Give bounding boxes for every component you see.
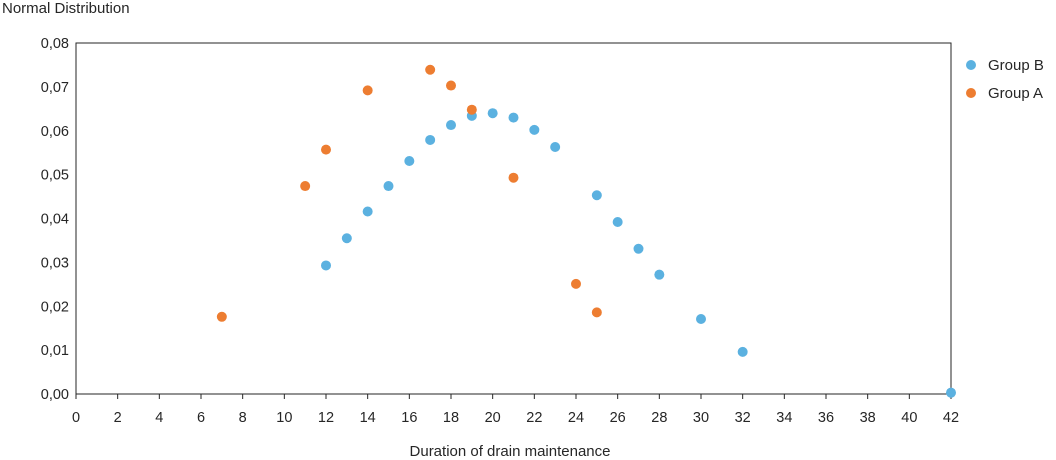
y-tick-label: 0,05	[41, 168, 69, 184]
data-point-group-b	[341, 233, 352, 244]
y-tick-label: 0,08	[41, 36, 69, 52]
legend-marker-group-b	[966, 60, 976, 70]
x-tick-label: 24	[568, 410, 584, 426]
data-point-group-a	[591, 307, 602, 318]
data-point-group-b	[425, 134, 436, 145]
data-point-group-b	[550, 141, 561, 152]
data-point-group-a	[362, 85, 373, 96]
data-point-group-b	[633, 243, 644, 254]
x-tick-label: 4	[155, 410, 163, 426]
data-point-group-b	[321, 260, 331, 271]
legend-marker-group-a	[966, 88, 976, 98]
x-tick-label: 6	[197, 410, 205, 426]
x-tick-label: 12	[318, 410, 334, 426]
data-point-group-a	[425, 64, 436, 75]
x-tick-label: 22	[526, 410, 542, 426]
data-point-group-b	[654, 269, 665, 280]
data-point-group-a	[300, 181, 311, 192]
y-tick-label: 0,04	[41, 212, 69, 228]
x-tick-label: 14	[360, 410, 376, 426]
data-point-group-b	[591, 190, 602, 201]
legend-label-group-b: Group B	[988, 56, 1044, 74]
x-tick-label: 20	[485, 410, 501, 426]
x-axis-title: Duration of drain maintenance	[409, 443, 611, 460]
legend-item-group-b: Group B	[966, 51, 1044, 79]
x-tick-label: 30	[693, 410, 709, 426]
data-point-group-b	[446, 120, 456, 131]
data-point-group-b	[612, 217, 623, 228]
plot-area-border	[75, 42, 952, 395]
x-tick-label: 16	[401, 410, 417, 426]
x-tick-label: 18	[443, 410, 459, 426]
x-tick-label: 38	[860, 410, 876, 426]
x-tick-label: 10	[276, 410, 292, 426]
x-tick-label: 2	[114, 410, 122, 426]
data-point-group-b	[404, 156, 415, 167]
data-point-group-b	[362, 206, 373, 217]
y-tick-label: 0,02	[41, 299, 69, 315]
data-point-group-a	[571, 278, 581, 289]
data-point-group-a	[508, 172, 519, 183]
data-point-group-b	[383, 181, 394, 192]
y-tick-label: 0,03	[41, 255, 69, 271]
x-tick-label: 32	[735, 410, 751, 426]
y-tick-label: 0,00	[41, 387, 69, 403]
data-point-group-b	[487, 108, 498, 119]
data-point-group-a	[466, 104, 477, 115]
x-tick-label: 0	[72, 410, 80, 426]
legend-item-group-a: Group A	[966, 79, 1044, 107]
data-point-group-b	[737, 346, 748, 357]
data-point-group-b	[508, 112, 519, 123]
y-tick-label: 0,06	[41, 124, 69, 140]
y-axis-title: Normal Distribution	[2, 0, 130, 17]
data-point-group-a	[321, 144, 331, 155]
data-point-group-a	[446, 80, 456, 91]
x-tick-label: 28	[651, 410, 667, 426]
x-tick-label: 40	[901, 410, 917, 426]
x-tick-label: 42	[943, 410, 959, 426]
data-point-group-b	[696, 313, 706, 324]
x-tick-label: 36	[818, 410, 834, 426]
y-tick-label: 0,01	[41, 343, 69, 359]
x-tick-label: 34	[776, 410, 792, 426]
legend-label-group-a: Group A	[988, 84, 1044, 102]
legend: Group B Group A	[966, 51, 1044, 107]
x-tick-label: 26	[610, 410, 626, 426]
data-point-group-b	[946, 387, 956, 398]
y-tick-label: 0,07	[41, 80, 69, 96]
data-point-group-b	[529, 124, 540, 135]
data-point-group-a	[216, 311, 227, 322]
x-tick-label: 8	[239, 410, 247, 426]
